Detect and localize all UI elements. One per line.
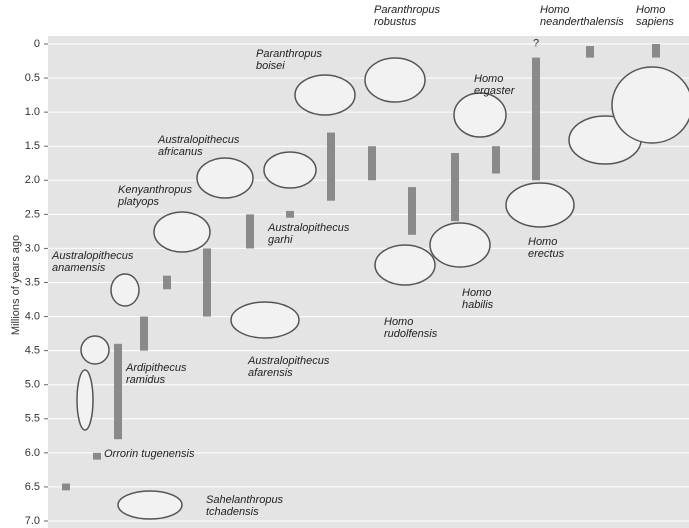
skull-illustration	[294, 74, 356, 116]
skull-illustration	[80, 335, 110, 365]
species-label: Homo rudolfensis	[384, 316, 438, 340]
skull-illustration	[196, 157, 254, 199]
range-bar	[586, 46, 594, 58]
species-label: Australopithecus africanus	[158, 134, 240, 158]
species-label: Homo sapiens	[636, 4, 674, 28]
y-tick-label: 6.0	[25, 447, 40, 459]
y-tick-label: 5.0	[25, 379, 40, 391]
range-bar	[492, 146, 500, 174]
y-tick-label: 3.0	[25, 242, 40, 254]
range-bar	[246, 214, 254, 249]
skull-illustration	[505, 182, 575, 228]
y-tick-label: 1.0	[25, 106, 40, 118]
range-bar	[327, 132, 335, 201]
y-tick-label: 0.5	[25, 72, 40, 84]
range-bar	[114, 343, 122, 440]
range-bar	[451, 153, 459, 222]
species-label: Homo ergaster	[474, 73, 515, 97]
y-tick-label: 2.0	[25, 174, 40, 186]
y-tick-label: 5.5	[25, 413, 40, 425]
range-bar	[203, 248, 211, 317]
y-tick-label: 1.5	[25, 140, 40, 152]
species-label: Homo neanderthalensis	[540, 4, 624, 28]
range-bar	[62, 483, 70, 491]
species-label: Sahelanthropus tchadensis	[206, 494, 284, 518]
species-label: Australopithecus garhi	[268, 222, 350, 246]
species-label: Orrorin tugenensis	[104, 448, 195, 460]
species-label: Homo habilis	[462, 287, 494, 311]
y-tick-label: 4.5	[25, 345, 40, 357]
range-bar	[163, 275, 171, 290]
species-label: Ardipithecus ramidus	[126, 362, 187, 386]
skull-illustration	[611, 66, 689, 144]
range-bar	[652, 44, 660, 58]
range-bar	[93, 452, 101, 460]
range-bar	[286, 210, 294, 218]
skull-illustration	[117, 490, 183, 520]
y-tick-label: 4.0	[25, 310, 40, 322]
skull-illustration	[263, 151, 317, 189]
y-tick-label: 0	[34, 38, 40, 50]
range-bar	[408, 187, 416, 235]
y-tick-label: 7.0	[25, 515, 40, 527]
skull-illustration	[76, 369, 94, 431]
skull-illustration	[429, 222, 491, 268]
y-tick-label: 6.5	[25, 481, 40, 493]
annotation: ?	[533, 38, 539, 50]
range-bar	[140, 316, 148, 351]
species-label: Australopithecus anamensis	[52, 250, 134, 274]
species-label: Australopithecus afarensis	[248, 355, 330, 379]
y-tick-label: 2.5	[25, 208, 40, 220]
species-label: Homo erectus	[528, 236, 565, 260]
range-bar	[368, 146, 376, 181]
range-bar	[532, 57, 540, 181]
species-label: Paranthropus boisei	[256, 48, 323, 72]
y-axis-label: Millions of years ago	[10, 235, 22, 335]
species-label: Kenyanthropus platyops	[118, 184, 192, 208]
skull-illustration	[453, 92, 507, 138]
skull-illustration	[364, 57, 426, 103]
skull-illustration	[110, 273, 140, 307]
species-label: Paranthropus robustus	[374, 4, 441, 28]
y-tick-label: 3.5	[25, 276, 40, 288]
skull-illustration	[374, 244, 436, 286]
skull-illustration	[153, 211, 211, 253]
skull-illustration	[230, 301, 300, 339]
